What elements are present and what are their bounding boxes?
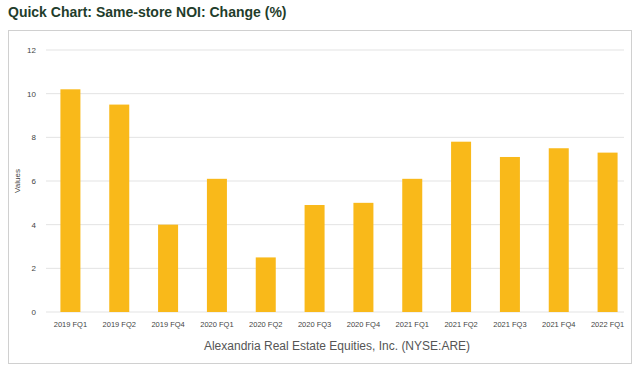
x-tick-label: 2021 FQ4: [542, 320, 575, 329]
x-tick-label: 2020 FQ4: [347, 320, 380, 329]
y-tick-label: 8: [32, 133, 37, 142]
grid-line: [46, 137, 624, 138]
bar: [207, 179, 227, 312]
y-tick-label: 4: [32, 221, 37, 230]
grid-line: [46, 181, 624, 182]
x-tick-label: 2021 FQ3: [493, 320, 526, 329]
grid-line: [46, 224, 624, 225]
title: Quick Chart: Same-store NOI: Change (%): [8, 4, 287, 20]
x-tick-label: 2019 FQ2: [103, 320, 136, 329]
bar: [500, 157, 520, 312]
x-tick-label: 2020 FQ3: [298, 320, 331, 329]
x-tick-label: 2020 FQ1: [200, 320, 233, 329]
grid-line: [46, 312, 624, 313]
bar: [109, 105, 129, 312]
x-tick-label: 2021 FQ2: [444, 320, 477, 329]
frame: [9, 31, 632, 364]
x-tick-label: 2020 FQ2: [249, 320, 282, 329]
x-tick-label: 2021 FQ1: [396, 320, 429, 329]
y-axis-label: Values: [13, 169, 22, 193]
chart: Quick Chart: Same-store NOI: Change (%) 0…: [0, 0, 640, 368]
bars: [60, 89, 617, 312]
y-tick-label: 0: [32, 308, 37, 317]
bar: [549, 148, 569, 312]
y-tick-label: 2: [32, 264, 37, 273]
y-tick-label: 6: [32, 177, 37, 186]
x-tick-label: 2022 FQ1: [591, 320, 624, 329]
grid-line: [46, 50, 624, 51]
x-axis-label: Alexandria Real Estate Equities, Inc. (N…: [204, 339, 470, 353]
bar: [60, 89, 80, 312]
x-tick-label: 2019 FQ4: [151, 320, 184, 329]
grid-line: [46, 93, 624, 94]
bar: [353, 203, 373, 312]
grid-line: [46, 268, 624, 269]
bar: [256, 257, 276, 312]
bar: [402, 179, 422, 312]
bar: [305, 205, 325, 312]
y-tick-label: 10: [27, 90, 36, 99]
x-tick-label: 2019 FQ1: [54, 320, 87, 329]
y-tick-label: 12: [27, 46, 36, 55]
bar: [158, 225, 178, 312]
bar: [451, 142, 471, 312]
bar: [598, 153, 618, 312]
